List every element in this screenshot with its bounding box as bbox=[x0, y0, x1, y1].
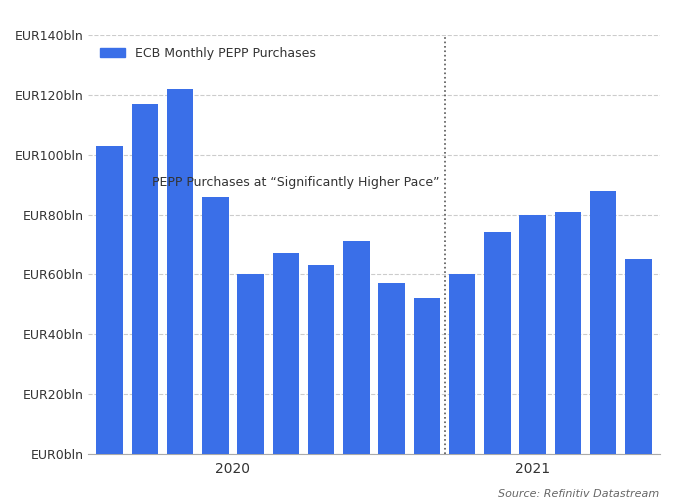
Bar bbox=[520, 215, 546, 454]
Bar bbox=[413, 298, 440, 454]
Bar bbox=[308, 265, 335, 454]
Bar bbox=[237, 274, 264, 454]
Bar bbox=[97, 146, 123, 454]
Bar bbox=[484, 232, 511, 454]
Bar bbox=[378, 283, 405, 454]
Text: Source: Refinitiv Datastream: Source: Refinitiv Datastream bbox=[498, 489, 660, 499]
Text: PEPP Purchases at “Significantly Higher Pace”: PEPP Purchases at “Significantly Higher … bbox=[152, 176, 439, 188]
Bar bbox=[167, 89, 193, 454]
Bar bbox=[273, 254, 299, 454]
Bar bbox=[555, 212, 581, 454]
Bar bbox=[449, 274, 475, 454]
Bar bbox=[202, 197, 228, 454]
Bar bbox=[625, 260, 651, 454]
Bar bbox=[590, 191, 616, 454]
Bar bbox=[132, 104, 158, 454]
Legend: ECB Monthly PEPP Purchases: ECB Monthly PEPP Purchases bbox=[95, 41, 320, 65]
Bar bbox=[343, 241, 370, 454]
